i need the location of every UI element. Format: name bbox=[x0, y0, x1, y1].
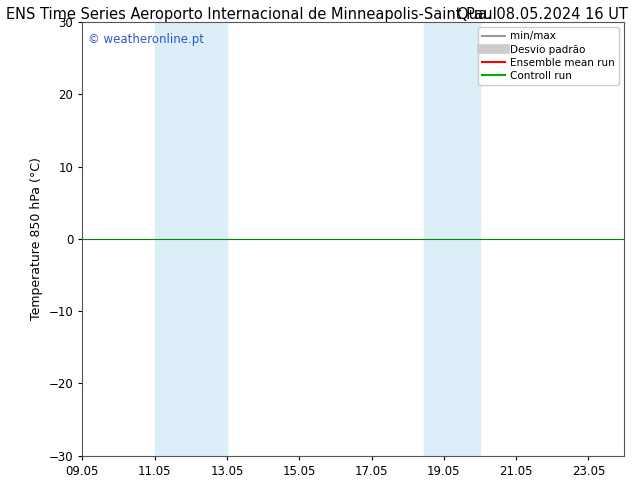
Bar bbox=[155, 22, 227, 456]
Y-axis label: Temperature 850 hPa (°C): Temperature 850 hPa (°C) bbox=[30, 157, 43, 320]
Text: © weatheronline.pt: © weatheronline.pt bbox=[88, 33, 204, 46]
Bar bbox=[424, 22, 480, 456]
Legend: min/max, Desvio padrão, Ensemble mean run, Controll run: min/max, Desvio padrão, Ensemble mean ru… bbox=[478, 27, 619, 85]
Text: Qua. 08.05.2024 16 UT: Qua. 08.05.2024 16 UT bbox=[456, 7, 628, 23]
Text: ENS Time Series Aeroporto Internacional de Minneapolis-Saint Paul: ENS Time Series Aeroporto Internacional … bbox=[6, 7, 497, 23]
